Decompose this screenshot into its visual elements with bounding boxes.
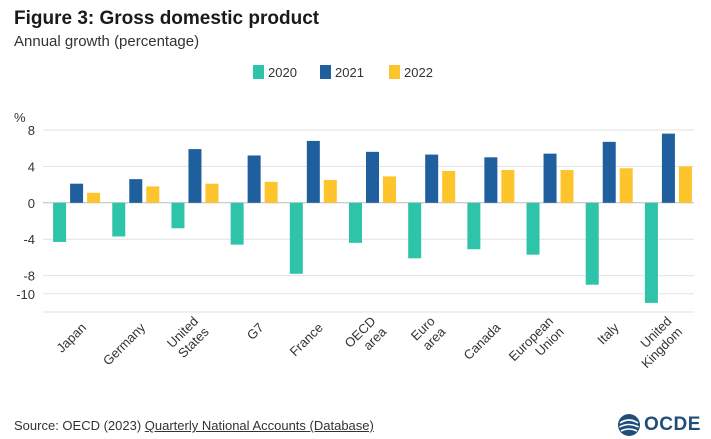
bar-2021-japan bbox=[70, 183, 84, 203]
bar-2021-united-states bbox=[188, 149, 202, 203]
bar-chart: 2020 2021 2022 % 8 4 0 -4 -8 -10 Japan Germany Un… bbox=[14, 65, 694, 375]
y-tick-label: 0 bbox=[28, 196, 35, 211]
bar-2021-european-union bbox=[543, 153, 557, 203]
svg-text:Japan: Japan bbox=[53, 320, 89, 356]
x-tick-label: Italy bbox=[594, 320, 622, 348]
x-tick-label: EuropeanUnion bbox=[506, 314, 567, 375]
legend-label-2022: 2022 bbox=[404, 65, 433, 80]
bar-2021-italy bbox=[602, 141, 616, 203]
y-tick-label: 4 bbox=[28, 159, 35, 174]
bar-2020-italy bbox=[585, 202, 599, 285]
logo-text: OCDE bbox=[644, 414, 701, 435]
bar-2020-g7 bbox=[230, 202, 244, 245]
legend: 2020 2021 2022 bbox=[253, 65, 433, 80]
bar-2021-united-kingdom bbox=[661, 133, 675, 203]
source-link[interactable]: Quarterly National Accounts (Database) bbox=[144, 418, 374, 433]
bar-2020-germany bbox=[112, 202, 126, 237]
y-tick-label: -10 bbox=[16, 287, 35, 302]
y-tick-label: 8 bbox=[28, 123, 35, 138]
svg-text:Germany: Germany bbox=[100, 320, 149, 369]
globe-icon bbox=[618, 414, 640, 436]
svg-text:France: France bbox=[287, 320, 326, 359]
bar-2020-united-states bbox=[171, 202, 185, 229]
x-tick-label: Japan bbox=[53, 320, 89, 356]
bar-2020-european-union bbox=[526, 202, 540, 255]
bar-2022-japan bbox=[87, 192, 101, 203]
bars bbox=[53, 133, 692, 303]
bar-2021-euro-area bbox=[425, 154, 439, 203]
bar-2022-euro-area bbox=[442, 170, 456, 203]
bar-2022-european-union bbox=[560, 170, 574, 203]
oecd-logo: OCDE bbox=[617, 413, 701, 437]
x-tick-label: France bbox=[287, 320, 326, 359]
bar-2021-canada bbox=[484, 157, 498, 203]
chart-title: Figure 3: Gross domestic product bbox=[14, 8, 320, 29]
bar-2022-italy bbox=[619, 168, 633, 203]
svg-text:UnitedStates: UnitedStates bbox=[164, 313, 212, 361]
bar-2022-canada bbox=[501, 170, 515, 203]
bar-2022-g7 bbox=[264, 181, 278, 203]
source-note: Source: OECD (2023) Quarterly National A… bbox=[14, 418, 374, 433]
legend-label-2021: 2021 bbox=[335, 65, 364, 80]
x-tick-label: Germany bbox=[100, 320, 149, 369]
source-prefix: Source: OECD (2023) bbox=[14, 418, 145, 433]
y-axis-label: % bbox=[14, 110, 26, 125]
bar-2022-united-states bbox=[205, 183, 219, 203]
bar-2020-euro-area bbox=[408, 202, 422, 259]
x-tick-label: UnitedStates bbox=[164, 313, 212, 361]
bar-2022-france bbox=[323, 180, 337, 203]
bar-2022-oecd-area bbox=[383, 176, 396, 203]
x-tick-labels: Japan Germany UnitedStates G7 France OECDarea… bbox=[53, 313, 685, 375]
legend-swatch-2022 bbox=[389, 65, 400, 79]
x-tick-label: G7 bbox=[244, 320, 267, 343]
x-tick-label: OECDarea bbox=[341, 313, 389, 361]
svg-text:UnitedKingdom: UnitedKingdom bbox=[628, 314, 685, 371]
y-tick-label: -4 bbox=[23, 232, 35, 247]
chart-subtitle: Annual growth (percentage) bbox=[14, 33, 200, 50]
bar-2020-oecd-area bbox=[349, 202, 362, 243]
bar-2022-germany bbox=[146, 186, 160, 203]
x-tick-label: Euroarea bbox=[408, 313, 449, 354]
bar-2021-oecd-area bbox=[366, 151, 379, 203]
y-tick-labels: 8 4 0 -4 -8 -10 bbox=[16, 123, 35, 302]
bar-2021-france bbox=[306, 140, 320, 203]
bar-2021-g7 bbox=[247, 155, 261, 203]
bar-2020-united-kingdom bbox=[644, 202, 658, 303]
y-tick-label: -8 bbox=[23, 269, 35, 284]
bar-2020-france bbox=[289, 202, 303, 274]
svg-text:Italy: Italy bbox=[594, 320, 622, 348]
svg-text:Canada: Canada bbox=[461, 319, 504, 362]
svg-text:G7: G7 bbox=[244, 320, 267, 343]
legend-label-2020: 2020 bbox=[268, 65, 297, 80]
legend-swatch-2020 bbox=[253, 65, 264, 79]
bar-2020-canada bbox=[467, 202, 481, 250]
bar-2021-germany bbox=[129, 179, 143, 203]
svg-text:Euroarea: Euroarea bbox=[408, 313, 449, 354]
x-tick-label: Canada bbox=[461, 319, 504, 362]
svg-text:OECDarea: OECDarea bbox=[341, 313, 389, 361]
x-tick-label: UnitedKingdom bbox=[628, 314, 685, 371]
svg-text:EuropeanUnion: EuropeanUnion bbox=[506, 314, 567, 375]
bar-2022-united-kingdom bbox=[678, 166, 692, 203]
bar-2020-japan bbox=[53, 202, 67, 242]
legend-swatch-2021 bbox=[320, 65, 331, 79]
